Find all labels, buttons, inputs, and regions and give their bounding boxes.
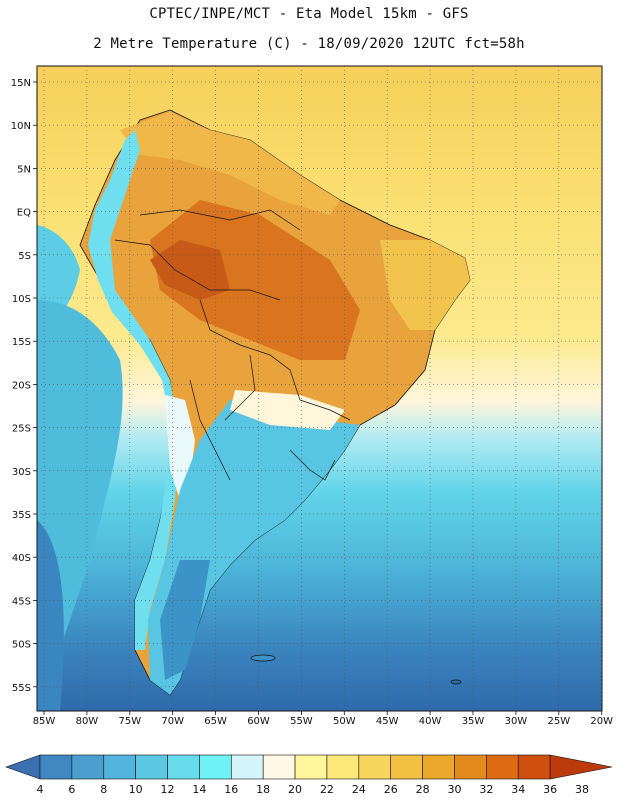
lat-label: 35S [12,510,31,521]
north-coast-band [120,112,340,215]
lat-label: 40S [12,553,31,564]
latitude-labels: 15N 10N 5N EQ 5S 10S 15S 20S 25S 30S 35S 40S 45S 50S 5… [11,78,37,694]
map-field [37,66,602,711]
pacific-cold-water [37,520,64,711]
hot-core-region [150,200,360,360]
andes-cold-strip [88,130,180,650]
colorbar-swatch [71,754,105,780]
lon-label: 65W [204,716,227,727]
colorbar-label: 30 [447,783,461,796]
colorbar-max-arrow [549,754,613,780]
colorbar-label: 8 [100,783,107,796]
colorbar-label: 36 [543,783,557,796]
colorbar-label: 38 [575,783,589,796]
colorbar-swatch [199,754,232,780]
colorbar-label: 4 [37,783,44,796]
colorbar-swatch [262,754,296,780]
colorbar-label: 12 [161,783,175,796]
falklands-island [250,654,276,662]
lon-label: 55W [290,716,313,727]
lat-label: 25S [12,424,31,435]
colorbar-label: 32 [479,783,493,796]
colorbar-swatch [230,754,264,780]
colorbar-label: 14 [192,783,206,796]
lon-label: 70W [161,716,184,727]
lon-label: 75W [118,716,141,727]
colorbar-swatch [517,754,551,780]
colorbar-label: 26 [384,783,398,796]
lon-label: 30W [505,716,528,727]
map-title: CPTEC/INPE/MCT - Eta Model 15km - GFS [149,6,469,22]
colorbar-swatch [135,754,168,780]
lon-label: 80W [76,716,99,727]
colorbar-swatch [167,754,200,780]
lat-label: 55S [12,683,31,694]
colorbar-swatch [39,754,73,780]
colorbar-swatch [454,754,487,780]
lon-label: 35W [462,716,485,727]
colorbar-min-arrow [5,754,41,780]
map-subtitle: 2 Metre Temperature (C) - 18/09/2020 12U… [93,36,525,52]
lon-label: 40W [419,716,442,727]
lon-label: 25W [547,716,570,727]
colorbar-swatch [358,754,392,780]
longitude-labels: 85W 80W 75W 70W 65W 60W 55W 50W 45W 40W 35W 30W 25W 2… [33,711,613,727]
lat-label: 45S [12,596,31,607]
lat-label: 5N [17,164,31,175]
colorbar: 4 6 8 10 12 14 16 18 20 22 24 26 28 30 32 34 36 38 [5,754,613,796]
south-georgia-island [450,679,462,685]
colorbar-swatch [326,754,360,780]
colorbar-swatch [390,754,423,780]
southern-cone-cool-zone [148,400,360,695]
lat-label: 5S [18,251,31,262]
colorbar-swatch [103,754,136,780]
lat-label: 15S [12,337,31,348]
colorbar-label: 24 [352,783,366,796]
lon-label: 45W [376,716,399,727]
northeast-warm-zone [380,240,470,330]
lon-label: 60W [247,716,270,727]
lat-label: 10N [11,121,31,132]
lon-label: 20W [590,716,613,727]
colorbar-label: 18 [256,783,270,796]
lat-label: 10S [12,294,31,305]
map-frame [36,65,603,712]
transition-zone [230,390,345,430]
lat-label: 15N [11,78,31,89]
lon-label: 85W [33,716,56,727]
lon-label: 50W [333,716,356,727]
colorbar-label: 22 [320,783,334,796]
colorbar-swatch [422,754,455,780]
colorbar-label: 20 [288,783,302,796]
lat-label: 30S [12,467,31,478]
lat-label: 20S [12,380,31,391]
colorbar-label: 16 [224,783,238,796]
colorbar-label: 10 [129,783,143,796]
lat-label: 50S [12,640,31,651]
colorbar-label: 34 [511,783,525,796]
colorbar-label: 28 [416,783,430,796]
lat-label: EQ [17,208,31,219]
colorbar-swatch [294,754,328,780]
colorbar-label: 6 [68,783,75,796]
colorbar-swatch [486,754,519,780]
country-borders [114,209,351,481]
